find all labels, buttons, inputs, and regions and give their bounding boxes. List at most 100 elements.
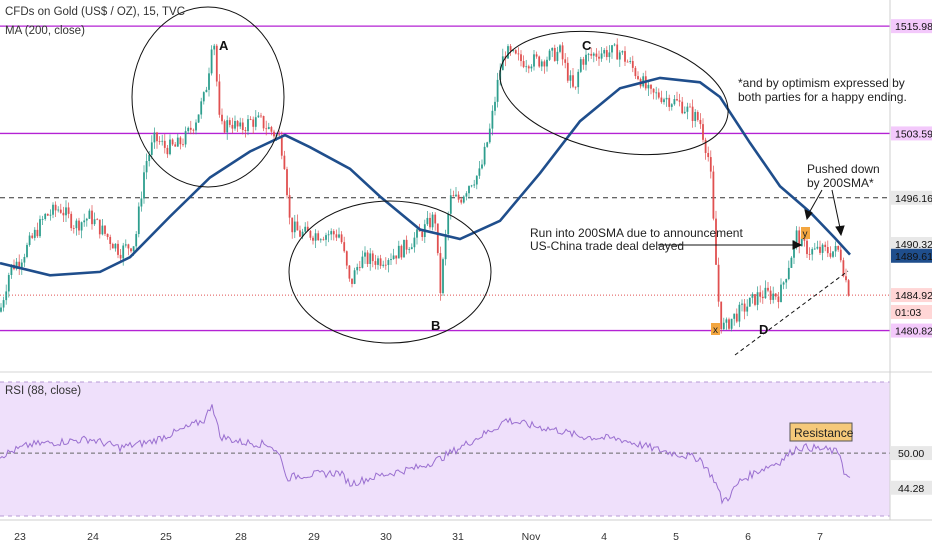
candle-body xyxy=(221,114,223,122)
candle-body xyxy=(618,52,621,60)
candle-body xyxy=(722,322,725,330)
candle-body xyxy=(735,313,738,322)
candle-body xyxy=(296,221,299,231)
candle-body xyxy=(270,127,273,132)
candle-body xyxy=(189,127,192,130)
candle-body xyxy=(572,75,574,87)
candle-body xyxy=(725,319,728,323)
candle-body xyxy=(332,231,335,235)
candle-body xyxy=(122,245,125,259)
candle-body xyxy=(171,139,174,145)
candle-body xyxy=(236,121,239,127)
candle-body xyxy=(54,204,57,211)
candle-body xyxy=(715,218,717,265)
candle-body xyxy=(429,217,431,228)
candles xyxy=(0,38,850,334)
candle-body xyxy=(15,261,18,270)
price-label-1-bg xyxy=(891,248,932,263)
candle-body xyxy=(538,56,541,67)
candle-body xyxy=(241,122,244,131)
candle-body xyxy=(543,61,546,67)
x-tick-8: 4 xyxy=(601,531,607,543)
candle-body xyxy=(847,280,850,296)
candle-body xyxy=(62,212,65,216)
label-d: D xyxy=(759,322,768,337)
candle-body xyxy=(533,54,535,67)
candle-body xyxy=(795,230,798,243)
x-axis-ticks: 23 24 25 28 29 30 31 Nov 4 5 6 7 xyxy=(14,531,823,543)
candle-body xyxy=(101,225,104,235)
candle-body xyxy=(691,106,694,122)
support-trendline xyxy=(734,270,849,356)
candle-body xyxy=(254,117,257,127)
candle-body xyxy=(676,99,678,101)
candle-body xyxy=(509,46,512,51)
candle-body xyxy=(114,243,117,249)
candle-body xyxy=(478,168,481,176)
candle-body xyxy=(704,139,707,153)
candle-body xyxy=(244,130,247,132)
candle-body xyxy=(314,233,317,241)
candle-body xyxy=(652,88,655,93)
candle-body xyxy=(561,45,564,60)
candle-body xyxy=(353,270,356,284)
candle-body xyxy=(257,115,260,118)
candle-body xyxy=(663,99,665,103)
candle-body xyxy=(348,265,351,279)
price-label-0: 1490.32 xyxy=(895,239,932,251)
rsi-current-label-bg xyxy=(891,480,932,495)
candle-body xyxy=(213,45,216,50)
candle-body xyxy=(148,154,151,162)
candle-body xyxy=(384,264,387,266)
candle-body xyxy=(569,75,572,81)
candle-body xyxy=(33,229,36,238)
rsi-line xyxy=(0,404,851,505)
candle-body xyxy=(49,214,52,216)
candle-body xyxy=(150,142,153,155)
candle-body xyxy=(215,45,218,82)
candle-body xyxy=(252,119,255,127)
candle-body xyxy=(52,204,54,215)
candle-body xyxy=(673,99,676,105)
candle-body xyxy=(743,303,746,312)
candle-body xyxy=(184,131,187,145)
candle-body xyxy=(187,127,190,132)
candle-body xyxy=(327,234,330,236)
candle-body xyxy=(387,260,390,265)
candle-body xyxy=(657,92,660,98)
candle-body xyxy=(780,284,782,303)
candle-body xyxy=(351,278,353,284)
candle-body xyxy=(574,86,577,88)
candle-body xyxy=(829,253,832,257)
candle-body xyxy=(7,274,10,292)
price-label-1: 1489.61 xyxy=(895,251,932,263)
note-pushed-2: by 200SMA* xyxy=(807,176,874,190)
candle-body xyxy=(127,244,130,249)
candle-body xyxy=(793,242,795,258)
candle-body xyxy=(728,319,730,329)
candle-body xyxy=(299,230,301,237)
note-optimism-1: *and by optimism expressed by xyxy=(738,76,905,90)
candle-body xyxy=(179,137,182,145)
candle-body xyxy=(163,140,166,148)
candle-body xyxy=(566,62,569,81)
candle-body xyxy=(647,84,650,89)
candle-body xyxy=(400,245,403,258)
candle-body xyxy=(764,287,767,299)
candle-body xyxy=(377,258,379,265)
candle-body xyxy=(322,239,325,241)
candle-body xyxy=(590,53,593,56)
countdown-label-bg xyxy=(891,304,932,319)
candle-body xyxy=(702,124,704,140)
candle-body xyxy=(96,219,99,221)
candle-body xyxy=(488,128,491,143)
candle-body xyxy=(338,234,340,238)
candle-body xyxy=(416,229,418,238)
candle-body xyxy=(660,97,663,103)
badge-x-bg xyxy=(711,323,720,335)
x-tick-0: 23 xyxy=(14,531,26,543)
candle-body xyxy=(26,244,28,257)
candle-body xyxy=(551,47,554,51)
candle-body xyxy=(205,89,208,93)
